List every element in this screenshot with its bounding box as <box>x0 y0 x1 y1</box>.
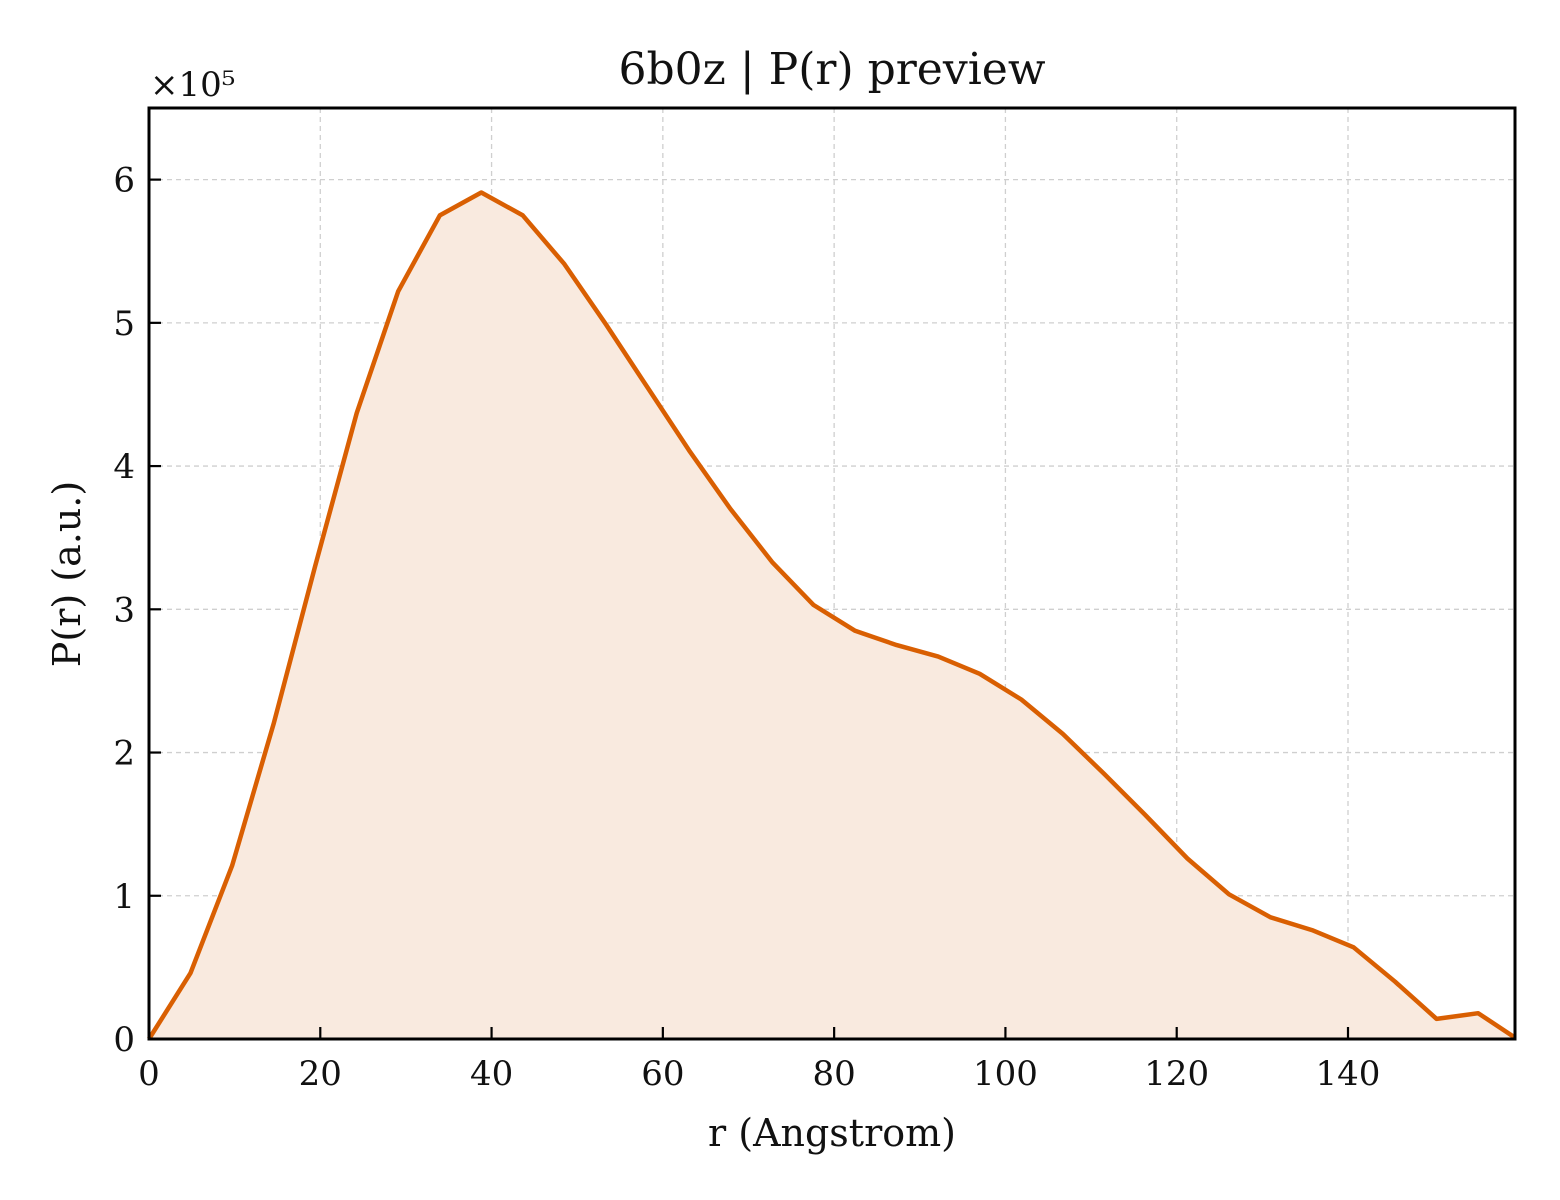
y-tick-label: 3 <box>113 590 135 630</box>
x-tick-label: 100 <box>973 1054 1038 1094</box>
y-tick-label: 2 <box>113 734 135 774</box>
chart-title: 6b0z | P(r) preview <box>619 44 1046 95</box>
x-tick-label: 40 <box>470 1054 513 1094</box>
series-line <box>147 190 1517 1041</box>
y-axis-label: P(r) (a.u.) <box>45 481 89 667</box>
x-tick-label: 120 <box>1144 1054 1209 1094</box>
y-tick-label: 1 <box>113 877 135 917</box>
y-tick-label: 5 <box>113 304 135 344</box>
y-axis-exponent-label: ×10⁵ <box>150 65 235 105</box>
y-tick-label: 4 <box>113 447 135 487</box>
x-tick-label: 60 <box>641 1054 684 1094</box>
x-tick-label: 20 <box>299 1054 342 1094</box>
x-axis-label: r (Angstrom) <box>708 1111 956 1155</box>
area-fill <box>149 192 1515 1039</box>
y-tick-label: 0 <box>113 1020 135 1060</box>
ticks: 0 20 40 60 80 100 120 140 0 1 2 3 4 5 6 <box>113 161 1380 1094</box>
x-tick-label: 80 <box>813 1054 856 1094</box>
x-tick-label: 140 <box>1316 1054 1381 1094</box>
plot-frame <box>147 106 1517 1041</box>
y-tick-label: 6 <box>113 161 135 201</box>
x-tick-label: 0 <box>138 1054 160 1094</box>
